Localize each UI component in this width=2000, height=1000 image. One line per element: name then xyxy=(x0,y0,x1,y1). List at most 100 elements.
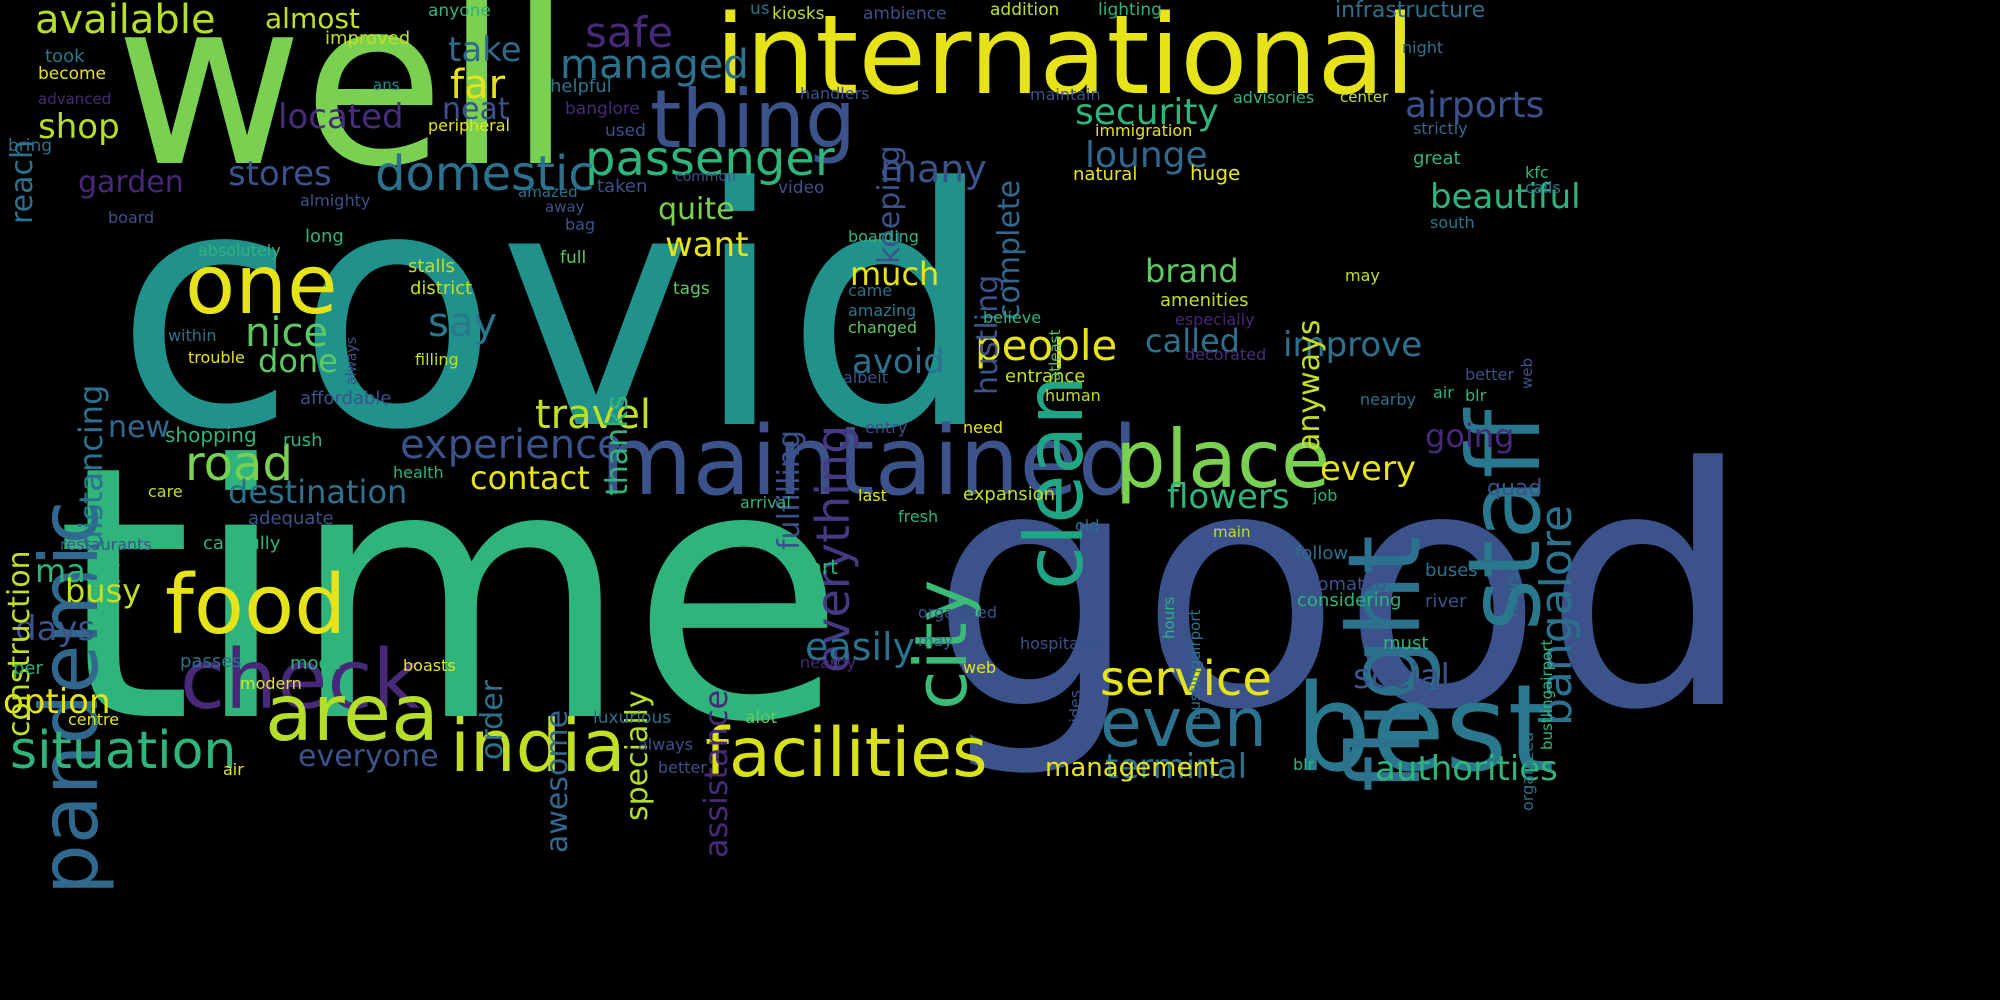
word-airports: airports xyxy=(1405,85,1545,126)
word-option: option xyxy=(3,682,111,722)
word-flowers: flowers xyxy=(1167,477,1290,517)
word-banglore: banglore xyxy=(565,99,640,119)
word-people: people xyxy=(975,321,1118,370)
word-arrival: boasts xyxy=(403,656,456,675)
word-need: restaurants xyxy=(60,535,152,554)
word-individual: awesome xyxy=(540,709,575,853)
word-calls: calls xyxy=(1525,178,1561,197)
word-many: many xyxy=(880,147,987,191)
word-area: area xyxy=(265,669,439,759)
word-thanks: amenities xyxy=(1160,290,1249,311)
word-believe: health xyxy=(393,463,444,482)
word-entrance: care xyxy=(148,482,183,501)
word-food: food xyxy=(165,558,347,653)
word-river: better xyxy=(658,758,707,777)
word-per: organized xyxy=(918,603,998,622)
word-hours: hours xyxy=(1503,572,1522,617)
word-long: long xyxy=(305,226,344,247)
word-improved: improved xyxy=(325,28,411,49)
word-shop: shop xyxy=(38,107,120,147)
word-amazing: affordable xyxy=(300,388,392,409)
word-new: new xyxy=(108,410,171,445)
word-restaurants: sides xyxy=(1066,689,1085,731)
word-anyways: boarding xyxy=(848,227,919,246)
word-stalls: stalls xyxy=(408,256,455,277)
word-almighty: almighty xyxy=(300,191,371,210)
word-luxurious: nearby xyxy=(800,653,856,672)
word-bag: bag xyxy=(565,215,596,234)
word-web: web xyxy=(1518,357,1536,389)
word-tags: tags xyxy=(673,279,710,299)
word-order: especially xyxy=(1175,310,1255,329)
word-care: modern xyxy=(240,674,302,693)
word-clean: clean xyxy=(1008,374,1101,590)
word-experience: experience xyxy=(400,422,622,468)
word-advanced: advanced xyxy=(38,90,112,108)
word-district: district xyxy=(410,278,473,299)
word-well: well xyxy=(115,0,573,218)
word-almost: almost xyxy=(265,2,360,35)
word-old: considering xyxy=(1297,590,1402,611)
word-taken: taken xyxy=(597,176,648,197)
word-boarding: albeit xyxy=(843,368,888,387)
word-keeping: changed xyxy=(848,318,918,337)
word-automated: centre xyxy=(68,710,120,729)
word-far: far xyxy=(450,62,506,108)
word-hustling: came xyxy=(848,281,893,300)
word-absolutely: absolutely xyxy=(198,241,281,260)
word-brand: brand xyxy=(1145,252,1239,290)
word-air: air xyxy=(1433,383,1454,402)
word-changed: rush xyxy=(283,430,323,451)
word-centre: may xyxy=(918,631,953,650)
word-distancing: distancing xyxy=(72,384,110,550)
word-must: management xyxy=(1045,753,1220,783)
word-big: beautiful xyxy=(1430,177,1581,217)
word-one: one xyxy=(185,238,338,333)
word-procedure: fulfilling xyxy=(772,430,807,550)
word-filling: filling xyxy=(415,350,459,369)
word-busy: busy xyxy=(65,572,142,610)
word-situation: situation xyxy=(10,721,237,781)
word-avoid: avoid xyxy=(852,342,945,382)
word-become: become xyxy=(38,64,107,84)
word-follow: alot xyxy=(745,708,778,728)
word-managed: managed xyxy=(560,42,749,88)
word-management: carefully xyxy=(203,533,281,554)
word-easily: easily xyxy=(805,625,916,669)
word-natural: natural xyxy=(1073,164,1138,185)
word-human: fresh xyxy=(898,507,939,526)
word-us: us xyxy=(750,0,770,19)
word-specially: entrance xyxy=(1005,366,1086,387)
word-undergoing: anyways xyxy=(1292,319,1327,451)
word-addition: addition xyxy=(990,0,1060,20)
word-fresh: part xyxy=(797,555,839,579)
word-part: river xyxy=(1425,591,1467,612)
word-construction: construction xyxy=(2,550,37,737)
word-ans: ans xyxy=(373,76,400,94)
word-entry: adequate xyxy=(248,508,334,529)
word-within: within xyxy=(168,326,217,345)
word-decorated: last xyxy=(858,486,887,505)
word-maintained: maintained xyxy=(600,407,1139,517)
word-job: old xyxy=(1075,516,1100,535)
word-boasts: buses xyxy=(1425,560,1478,581)
word-ambience: ambience xyxy=(863,4,947,24)
word-quite: quite xyxy=(658,192,735,227)
word-road: road xyxy=(185,436,293,492)
word-going: going xyxy=(1425,417,1515,455)
word-thing: thing xyxy=(650,73,856,166)
word-best: best xyxy=(1295,660,1555,799)
word-rush: quad xyxy=(1487,476,1543,501)
word-awesome: decorated xyxy=(1185,345,1267,364)
word-come: keeping xyxy=(872,145,907,264)
word-stores: stores xyxy=(228,154,332,194)
word-fulfilling: atleast xyxy=(1046,329,1064,381)
word-place: place xyxy=(1115,413,1331,506)
word-international: international xyxy=(715,0,1416,119)
word-board: board xyxy=(108,208,155,227)
word-days: days xyxy=(15,609,96,649)
word-helpful: helpful xyxy=(550,76,612,97)
word-kiosks: kiosks xyxy=(772,4,825,24)
word-waiting: thanks xyxy=(600,394,635,496)
word-modern: automated xyxy=(1288,574,1387,595)
